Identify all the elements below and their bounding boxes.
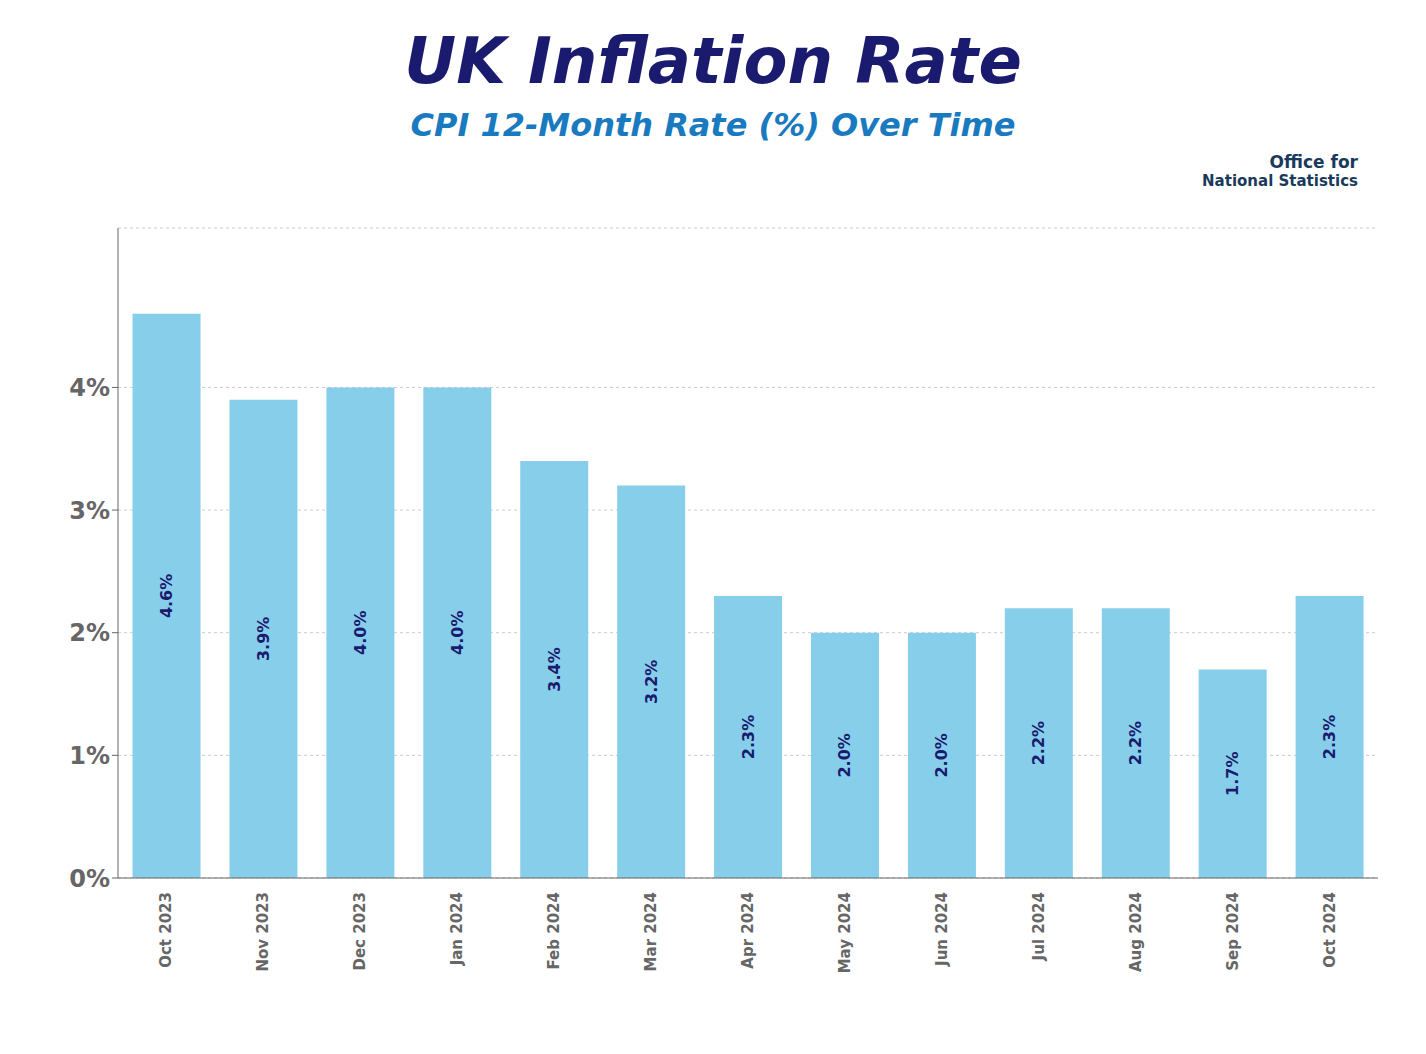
svg-text:Jun 2024: Jun 2024 (933, 892, 951, 967)
svg-text:4.6%: 4.6% (157, 574, 176, 618)
svg-text:Sep 2024: Sep 2024 (1224, 892, 1242, 971)
svg-text:Jul 2024: Jul 2024 (1030, 892, 1048, 961)
svg-text:Feb 2024: Feb 2024 (545, 892, 563, 970)
svg-text:2.0%: 2.0% (932, 733, 951, 777)
svg-text:2.3%: 2.3% (739, 715, 758, 759)
svg-text:4.0%: 4.0% (351, 611, 370, 655)
svg-text:Aug 2024: Aug 2024 (1127, 892, 1145, 972)
svg-text:3%: 3% (69, 497, 110, 525)
svg-text:3.2%: 3.2% (642, 660, 661, 704)
svg-text:0%: 0% (69, 865, 110, 893)
svg-text:3.9%: 3.9% (254, 617, 273, 661)
svg-text:1.7%: 1.7% (1223, 752, 1242, 796)
svg-text:Nov 2023: Nov 2023 (254, 892, 272, 972)
svg-text:1%: 1% (69, 742, 110, 770)
html-text:CPI 12-Month Rate (%) Over Tim: CPI 12-Month Rate (%) Over Time (410, 106, 1016, 144)
svg-text:4%: 4% (69, 374, 110, 402)
svg-text:Dec 2023: Dec 2023 (351, 892, 369, 971)
svg-text:4.0%: 4.0% (448, 611, 467, 655)
svg-text:Jan 2024: Jan 2024 (448, 892, 466, 966)
html-text:Office for: Office for (1269, 152, 1358, 172)
svg-text:Oct 2024: Oct 2024 (1321, 892, 1339, 968)
svg-text:2.2%: 2.2% (1126, 721, 1145, 765)
svg-text:Mar 2024: Mar 2024 (642, 892, 660, 971)
svg-text:May 2024: May 2024 (836, 892, 854, 973)
svg-text:Apr 2024: Apr 2024 (739, 892, 757, 969)
svg-text:3.4%: 3.4% (545, 647, 564, 691)
svg-text:2.2%: 2.2% (1029, 721, 1048, 765)
svg-text:2.3%: 2.3% (1320, 715, 1339, 759)
html-text:National Statistics: National Statistics (1202, 172, 1358, 190)
svg-text:Oct 2023: Oct 2023 (157, 892, 175, 968)
svg-text:2%: 2% (69, 619, 110, 647)
html-text:UK Inflation Rate: UK Inflation Rate (404, 24, 1022, 98)
svg-text:2.0%: 2.0% (836, 733, 855, 777)
